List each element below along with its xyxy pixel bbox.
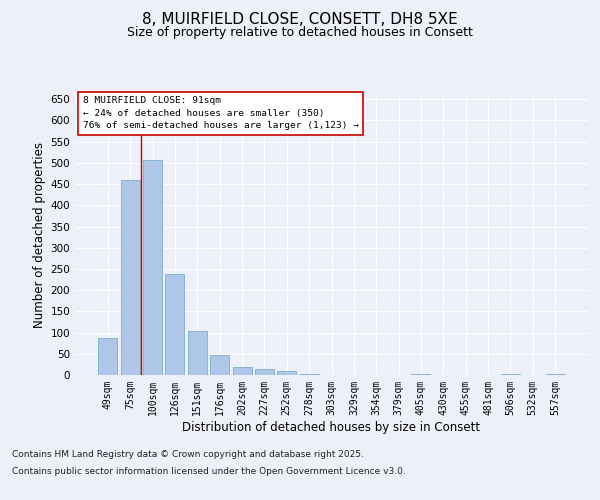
Text: 8 MUIRFIELD CLOSE: 91sqm
← 24% of detached houses are smaller (350)
76% of semi-: 8 MUIRFIELD CLOSE: 91sqm ← 24% of detach…: [83, 96, 359, 130]
Bar: [143, 160, 162, 375]
Bar: [412, 374, 430, 375]
Bar: [98, 338, 118, 375]
Bar: [166, 274, 184, 375]
Text: Size of property relative to detached houses in Consett: Size of property relative to detached ho…: [127, 26, 473, 39]
Bar: [255, 370, 274, 375]
Bar: [501, 374, 520, 375]
Bar: [121, 180, 140, 375]
Bar: [545, 374, 565, 375]
Text: 8, MUIRFIELD CLOSE, CONSETT, DH8 5XE: 8, MUIRFIELD CLOSE, CONSETT, DH8 5XE: [142, 12, 458, 28]
Y-axis label: Number of detached properties: Number of detached properties: [33, 142, 46, 328]
Bar: [188, 331, 207, 375]
Text: Contains public sector information licensed under the Open Government Licence v3: Contains public sector information licen…: [12, 468, 406, 476]
Bar: [210, 355, 229, 375]
Bar: [277, 371, 296, 375]
Bar: [233, 368, 251, 375]
Text: Contains HM Land Registry data © Crown copyright and database right 2025.: Contains HM Land Registry data © Crown c…: [12, 450, 364, 459]
X-axis label: Distribution of detached houses by size in Consett: Distribution of detached houses by size …: [182, 420, 481, 434]
Bar: [299, 374, 319, 375]
